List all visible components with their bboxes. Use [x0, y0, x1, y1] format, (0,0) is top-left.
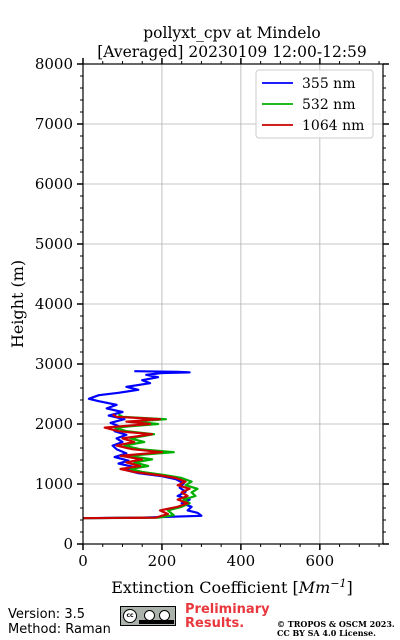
x-axis-label-unit: Mm — [298, 578, 331, 597]
y-tick-label: 2000 — [35, 415, 73, 433]
preliminary-notice: Preliminary Results. — [185, 603, 270, 631]
cc-license-badge: cc — [120, 606, 176, 626]
y-tick-label: 6000 — [35, 175, 73, 193]
extinction-profile-chart: pollyxt_cpv at Mindelo [Averaged] 202301… — [8, 24, 389, 597]
legend-entry: 355 nm — [302, 76, 355, 92]
y-tick-label: 0 — [63, 535, 73, 553]
series-line-1064-nm — [82, 413, 191, 520]
y-tick-label: 3000 — [35, 355, 73, 373]
y-tick-label: 8000 — [35, 55, 73, 73]
copyright-notice: © TROPOS & OSCM 2023. CC BY SA 4.0 Licen… — [277, 620, 395, 638]
y-tick-label: 7000 — [35, 115, 73, 133]
version-text: Version: 3.5 — [8, 607, 85, 622]
copyright-line1: © TROPOS & OSCM 2023. — [277, 619, 395, 629]
y-tick-label: 5000 — [35, 235, 73, 253]
series-lines — [82, 370, 203, 520]
series-line-532-nm — [82, 413, 199, 520]
legend-box — [255, 69, 374, 139]
x-tick-label: 600 — [306, 552, 335, 570]
chart-title-line2: [Averaged] 20230109 12:00-12:59 — [97, 43, 367, 61]
x-axis-label-close: ] — [347, 578, 353, 597]
y-axis-label: Height (m) — [8, 260, 27, 348]
x-axis-label: Extinction Coefficient [Mm−1] — [111, 577, 353, 597]
badge-bar — [139, 620, 174, 624]
x-tick-label: 400 — [227, 552, 256, 570]
x-tick-label: 200 — [148, 552, 177, 570]
legend-entry: 532 nm — [302, 97, 355, 113]
chart-title-line1: pollyxt_cpv at Mindelo — [143, 24, 321, 42]
preliminary-line2: Results. — [185, 616, 245, 631]
preliminary-line1: Preliminary — [185, 602, 270, 617]
x-axis-label-exponent: −1 — [330, 577, 346, 590]
y-tick-label: 1000 — [35, 475, 73, 493]
series-line-355-nm — [82, 370, 203, 520]
legend-entry: 1064 nm — [302, 118, 364, 134]
x-axis-label-text: Extinction Coefficient [ — [111, 578, 299, 597]
method-text: Method: Raman — [8, 622, 111, 637]
cc-icon: cc — [123, 609, 137, 623]
legend: 355 nm 532 nm 1064 nm — [255, 69, 374, 139]
y-tick-label: 4000 — [35, 295, 73, 313]
x-tick-label: 0 — [78, 552, 88, 570]
copyright-line2: CC BY SA 4.0 License. — [277, 628, 376, 638]
axes: 0 200 400 600010002000300040005000600070008… — [35, 55, 389, 570]
